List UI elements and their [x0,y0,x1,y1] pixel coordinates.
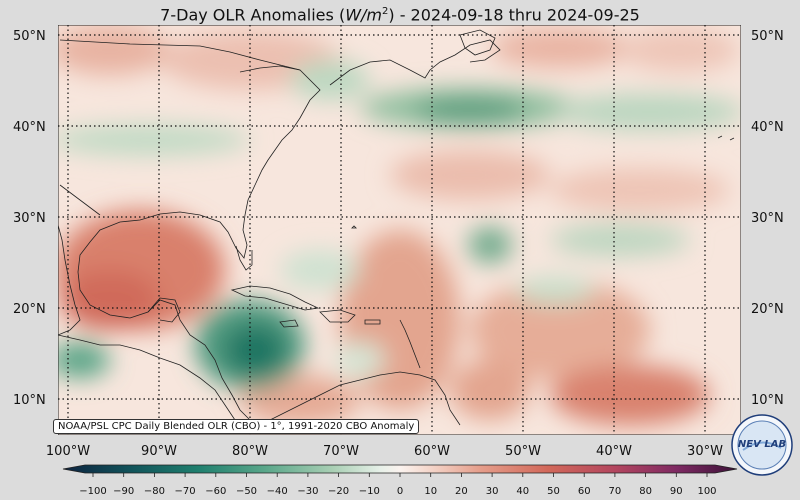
lon-label-60w: 60°W [414,444,450,459]
title-suffix: ) - 2024-09-18 thru 2024-09-25 [388,5,640,25]
lon-label-90w: 90°W [141,444,177,459]
colorbar-tick-label: 90 [670,486,683,497]
lon-label-40w: 40°W [596,444,632,459]
puerto-rico [364,319,381,325]
colorbar-tick-label: −100 [79,486,106,497]
florida-peninsula [235,245,253,271]
colorbar-tick-label: 0 [397,486,403,497]
lat-label-right-40n: 40°N [751,120,784,135]
title-prefix: 7-Day OLR Anomalies ( [160,5,346,25]
central-america [58,334,249,426]
map-title: 7-Day OLR Anomalies (W/m2) - 2024-09-18 … [0,0,800,24]
lat-label-30n: 30°N [13,211,46,226]
hispaniola [319,309,356,323]
coastlines [58,29,735,426]
yucatan [147,297,181,323]
colorbar-tick-label: 50 [547,486,560,497]
nevlab-logo: NEV LAB [731,414,793,476]
colorbar-tick-label: 70 [609,486,622,497]
colorbar-tick-label: 80 [639,486,652,497]
colorbar-tick-label: 10 [424,486,437,497]
lon-label-100w: 100°W [46,444,90,459]
lon-label-50w: 50°W [505,444,541,459]
colorbar-tick-label: −80 [144,486,165,497]
azores-islands [717,135,735,141]
maine-nova-scotia [329,39,501,86]
colorbar-tick-label: −70 [175,486,196,497]
cuba [230,285,320,311]
lat-label-50n: 50°N [13,29,46,44]
longitude-labels: 100°W 90°W 80°W 70°W 60°W 50°W 40°W 30°W [46,444,723,459]
colorbar-tick-label: 100 [697,486,716,497]
colorbar-tick-label: 60 [578,486,591,497]
colorbar-tick-label: −50 [236,486,257,497]
colorbar-tick-label: −40 [267,486,288,497]
colorbar-tick-label: −90 [113,486,134,497]
lat-label-right-50n: 50°N [751,29,784,44]
lat-label-right-10n: 10°N [751,393,784,408]
source-note: NOAA/PSL CPC Daily Blended OLR (CBO) - 1… [53,419,420,434]
colorbar-tick-label: −10 [359,486,380,497]
lat-label-10n: 10°N [13,393,46,408]
newfoundland [459,29,496,56]
colorbar-tick-label: −20 [328,486,349,497]
lat-label-right-20n: 20°N [751,302,784,317]
jamaica [279,319,299,328]
anomaly-field [58,25,741,435]
bermuda [351,225,357,229]
latitude-labels-left: 50°N 40°N 30°N 20°N 10°N [13,29,46,408]
latitude-labels-right: 50°N 40°N 30°N 20°N 10°N [751,29,784,408]
lon-label-30w: 30°W [687,444,723,459]
us-mexico-border [59,184,101,216]
colorbar-ticks: −100 −90 −80 −70 −60 −50 −40 −30 −20 −10 0 10 20 30 40… [79,473,717,497]
colorbar-tick-label: −30 [297,486,318,497]
colorbar-tick-label: −60 [205,486,226,497]
colorbar-tick-label: 40 [516,486,529,497]
logo-text: NEV LAB [738,439,786,450]
title-unit-exponent: 2 [381,6,389,17]
lat-label-right-30n: 30°N [751,211,784,226]
colorbar: −100 −90 −80 −70 −60 −50 −40 −30 −20 −10 0 10 20 30 40… [62,464,738,497]
lon-label-80w: 80°W [232,444,268,459]
lat-label-20n: 20°N [13,302,46,317]
colorbar-tick-label: 30 [486,486,499,497]
lon-label-70w: 70°W [323,444,359,459]
north-america-east-coast [59,39,321,421]
lat-label-40n: 40°N [13,120,46,135]
graticule [58,25,741,435]
gulf-coast-mexico [58,224,81,336]
title-unit: W/m [345,5,382,25]
colorbar-bar [62,464,738,474]
colorbar-tick-label: 20 [455,486,468,497]
south-america-north-coast [259,371,461,426]
lesser-antilles [399,319,421,369]
